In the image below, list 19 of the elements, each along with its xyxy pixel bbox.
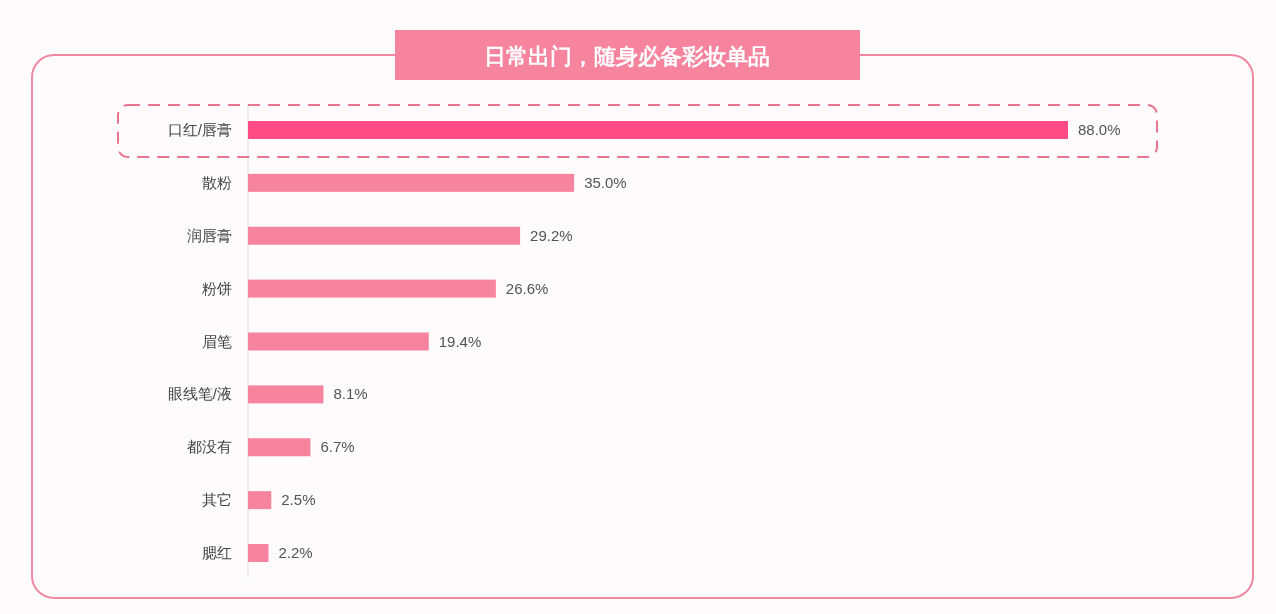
data-label: 6.7% [320, 438, 355, 456]
data-label: 26.6% [505, 279, 549, 297]
y-tick-label: 润唇膏 [187, 226, 232, 244]
data-label: 19.4% [438, 332, 482, 350]
data-label: 2.2% [278, 544, 313, 561]
y-tick-label: 其它 [202, 491, 232, 509]
y-tick-label: 眉笔 [202, 332, 232, 350]
y-tick-label: 口红/唇膏 [167, 121, 232, 138]
y-tick-label: 粉饼 [202, 279, 232, 297]
chart-title: 日常出门，随身必备彩妆单品 [484, 44, 770, 69]
data-label: 8.1% [333, 385, 368, 403]
data-label: 35.0% [584, 173, 627, 191]
y-tick-label: 都没有 [187, 438, 232, 456]
data-label: 88.0% [1078, 121, 1121, 138]
y-tick-label: 眼线笔/液 [167, 385, 232, 403]
y-tick-label: 腮红 [202, 544, 232, 561]
data-label: 2.5% [281, 491, 316, 509]
data-label: 29.2% [530, 226, 573, 244]
y-tick-label: 散粉 [202, 173, 232, 191]
